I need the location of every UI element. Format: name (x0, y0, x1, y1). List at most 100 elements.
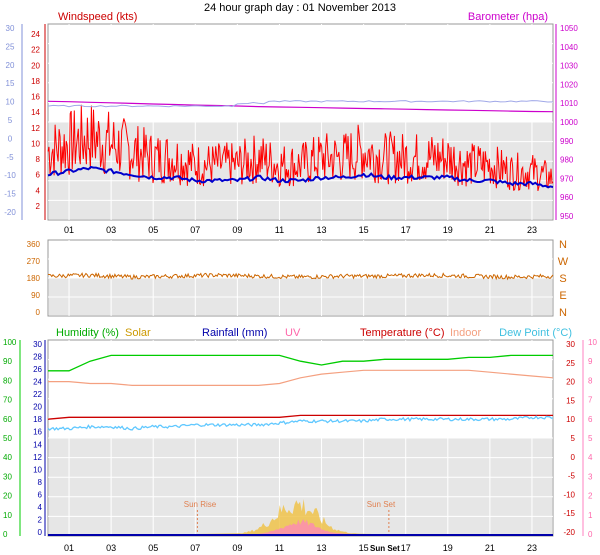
uv-tick: 2 (588, 492, 593, 501)
legend-windspeed: Windspeed (kts) (58, 11, 137, 23)
uv-tick: 5 (588, 434, 593, 443)
panel3-x-ticks: 01 03 05 07 09 11 13 15 17 19 21 23 Sun Set (64, 543, 537, 553)
compass-label: N (559, 239, 567, 251)
x-tick-label: 19 (443, 543, 453, 553)
rain-tick: 30 (33, 340, 42, 349)
uv-area (258, 519, 354, 534)
sunrise-label: Sun Rise (184, 500, 217, 509)
graph-title: 24 hour graph day : 01 November 2013 (204, 2, 396, 14)
rain-tick: 8 (38, 478, 43, 487)
x-tick-label: 07 (190, 225, 200, 235)
x-tick-label: 09 (232, 225, 242, 235)
wind-outer-tick: 5 (8, 116, 13, 125)
x-tick-label: 17 (401, 543, 411, 553)
wind-outer-tick: 30 (6, 24, 15, 33)
wind-baro-panel: Windspeed (kts) Barometer (hpa) 30 25 20 15… (4, 11, 578, 235)
x-tick-label: 09 (232, 543, 242, 553)
rain-tick: 6 (38, 490, 43, 499)
temperature-tick: 5 (571, 434, 576, 443)
windspeed-series (47, 104, 554, 192)
legend-indoor: Indoor (450, 327, 482, 339)
temperature-tick: -10 (563, 490, 575, 499)
x-tick-label: 21 (485, 225, 495, 235)
baro-tick: 1000 (560, 118, 578, 127)
wind-inner-tick: 16 (31, 93, 40, 102)
wind-inner-tick: 8 (36, 155, 41, 164)
barometer-series (47, 100, 554, 113)
wind-outer-tick: 20 (6, 61, 15, 70)
x-tick-label: 03 (106, 543, 116, 553)
compass-label: S (559, 273, 566, 285)
wind-direction-series (47, 272, 554, 281)
uv-tick: 8 (588, 376, 593, 385)
wind-axis-outer: 30 25 20 15 10 5 0 -5 -10 -15 -20 (4, 24, 23, 220)
x-tick-label: 17 (401, 225, 411, 235)
legend-humidity: Humidity (%) (56, 327, 119, 339)
temperature-tick: 10 (566, 415, 575, 424)
wind-outer-tick: 0 (8, 134, 13, 143)
x-tick-label: 03 (106, 225, 116, 235)
wind-axis-inner: 24 22 20 18 16 14 12 10 8 6 4 2 (31, 24, 46, 220)
wind-inner-tick: 18 (31, 77, 40, 86)
dew-point-series (47, 415, 554, 431)
direction-tick: 90 (31, 291, 40, 300)
humidity-tick: 80 (3, 376, 12, 385)
x-tick-label: 05 (148, 543, 158, 553)
uv-tick: 1 (588, 511, 593, 520)
baro-tick: 1030 (560, 62, 578, 71)
uv-tick: 9 (588, 357, 593, 366)
compass-label: W (558, 256, 569, 268)
indoor-temperature-series (48, 369, 554, 386)
uv-tick: 10 (588, 338, 597, 347)
legend-temperature: Temperature (°C) (360, 327, 444, 339)
wind-inner-tick: 6 (36, 171, 41, 180)
legend-solar: Solar (125, 327, 151, 339)
temperature-tick: -5 (568, 472, 576, 481)
wind-outer-tick: -5 (6, 153, 14, 162)
wind-inner-tick: 12 (31, 124, 40, 133)
wind-inner-tick: 14 (31, 108, 40, 117)
x-tick-label: 15 (359, 225, 369, 235)
baro-tick: 1010 (560, 99, 578, 108)
x-tick-label: 23 (527, 225, 537, 235)
wind-average-series (47, 165, 554, 189)
uv-tick: 4 (588, 453, 593, 462)
direction-tick: 0 (36, 308, 41, 317)
humidity-tick: 50 (3, 434, 12, 443)
x-tick-label: 13 (317, 543, 327, 553)
humidity-tick: 90 (3, 357, 12, 366)
legend-uv: UV (285, 327, 301, 339)
rain-tick: 18 (33, 415, 42, 424)
x-tick-label: 13 (317, 225, 327, 235)
humidity-tick: 40 (3, 453, 12, 462)
x-tick-label: 11 (275, 543, 284, 553)
baro-tick: 950 (560, 212, 574, 221)
rain-tick: 12 (33, 453, 42, 462)
humidity-tick: 30 (3, 472, 12, 481)
wind-inner-tick: 10 (31, 139, 40, 148)
rain-tick: 14 (33, 440, 42, 449)
wind-outer-tick: 25 (6, 42, 15, 51)
temperature-tick: 20 (566, 378, 575, 387)
wind-inner-tick: 22 (31, 46, 40, 55)
baro-tick: 1050 (560, 24, 578, 33)
wind-inner-tick: 24 (31, 30, 40, 39)
sunset-label: Sun Set (367, 500, 396, 509)
baro-tick: 960 (560, 193, 574, 202)
legend-rainfall: Rainfall (mm) (202, 327, 267, 339)
uv-tick: 3 (588, 472, 593, 481)
x-tick-label: 15 (359, 543, 369, 553)
baro-tick: 1040 (560, 43, 578, 52)
wind-outer-tick: 15 (6, 79, 15, 88)
legend-barometer: Barometer (hpa) (468, 11, 548, 23)
panel1-x-ticks: 01 03 05 07 09 11 13 15 17 19 21 23 (64, 225, 537, 235)
x-tick-label: 11 (275, 225, 284, 235)
wind-outer-tick: -10 (4, 171, 16, 180)
temperature-axis: 30 25 20 15 10 5 0 -5 -10 -15 -20 (563, 340, 575, 537)
x-tick-label: 23 (527, 543, 537, 553)
wind-outer-tick: 10 (6, 98, 15, 107)
humidity-tick: 100 (3, 338, 17, 347)
rain-tick: 22 (33, 390, 42, 399)
